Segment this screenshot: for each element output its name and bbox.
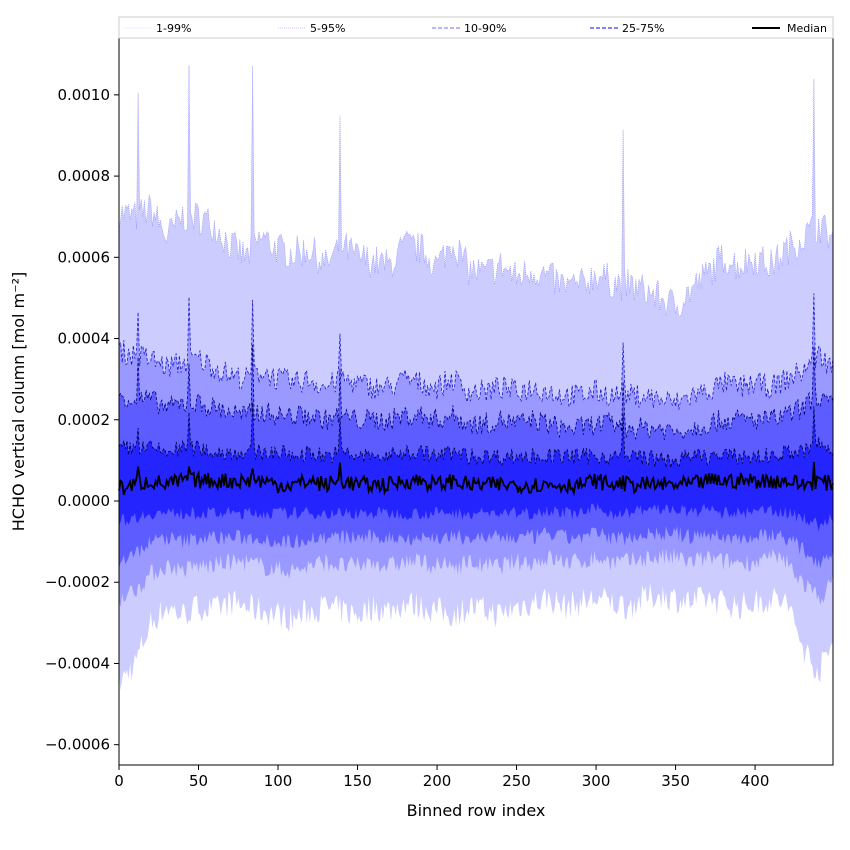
legend-label: 5-95% (310, 22, 345, 35)
legend-item: 10-90% (432, 22, 506, 35)
y-tick-label: 0.0004 (58, 330, 111, 348)
legend-label: 25-75% (622, 22, 664, 35)
band-upper-line-10-90% (118, 344, 834, 441)
x-tick-label: 200 (423, 772, 452, 790)
x-tick-label: 350 (661, 772, 690, 790)
x-tick-label: 150 (343, 772, 372, 790)
legend-label: Median (787, 22, 827, 35)
legend-box (118, 16, 834, 39)
y-axis: −0.0006 −0.0004 −0.0002 0.0000 0.0002 0.0004 0… (45, 86, 119, 754)
band-25-75% (119, 402, 833, 532)
band-upper-line-1-99% (118, 65, 834, 317)
band-upper-line-5-95% (118, 293, 834, 410)
y-tick-label: 0.0008 (58, 167, 111, 185)
x-tick-label: 300 (582, 772, 611, 790)
legend-item: Median (752, 22, 827, 35)
y-axis-label: HCHO vertical column [mol m⁻²] (9, 272, 28, 531)
y-tick-label: −0.0002 (45, 573, 110, 591)
legend-item: 25-75% (590, 22, 664, 35)
x-axis: 0 50 100 150 200 250 300 350 400 (114, 765, 769, 790)
x-axis-label: Binned row index (407, 801, 546, 820)
x-tick-label: 100 (264, 772, 293, 790)
y-tick-label: −0.0004 (45, 654, 110, 672)
legend-label: 1-99% (156, 22, 191, 35)
plot-area (118, 65, 834, 691)
band-upper-line-25-75% (118, 402, 834, 469)
y-tick-label: 0.0002 (58, 411, 111, 429)
y-tick-label: 0.0006 (58, 248, 111, 266)
x-tick-label: 0 (114, 772, 124, 790)
x-tick-label: 250 (502, 772, 531, 790)
y-tick-label: −0.0006 (45, 736, 110, 754)
y-tick-label: 0.0000 (58, 492, 111, 510)
median-line (118, 462, 834, 497)
x-tick-label: 400 (741, 772, 770, 790)
legend-item: 1-99% (124, 22, 191, 35)
legend: 1-99% 5-95% 10-90% 25-75% Median (118, 16, 834, 39)
legend-item: 5-95% (278, 22, 345, 35)
y-tick-label: 0.0010 (58, 86, 111, 104)
x-tick-label: 50 (189, 772, 208, 790)
legend-label: 10-90% (464, 22, 506, 35)
